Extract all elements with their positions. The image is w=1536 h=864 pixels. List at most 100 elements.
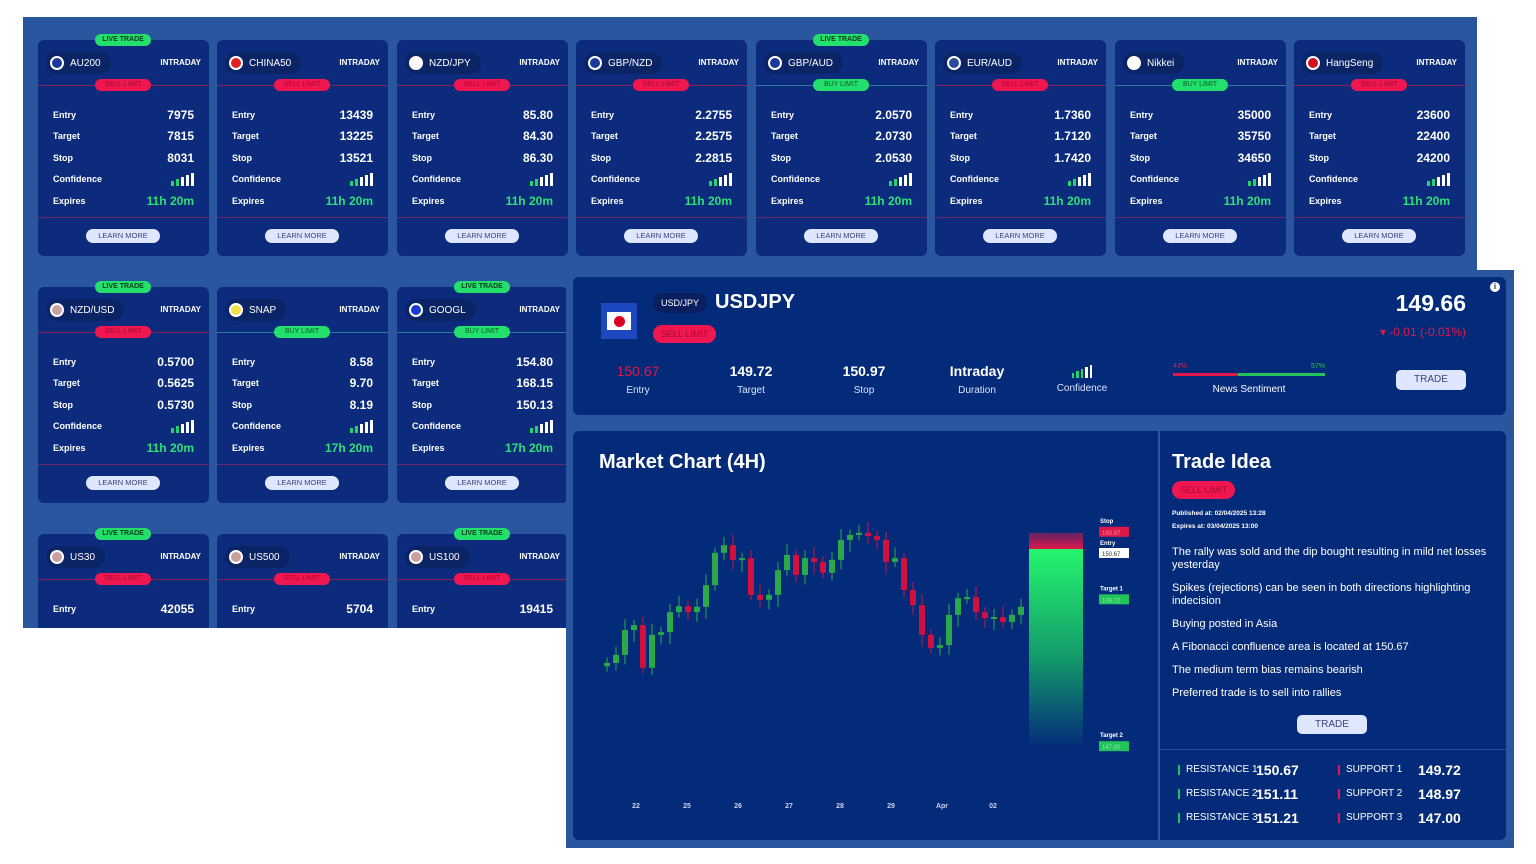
order-type-badge: SELL LIMIT xyxy=(1351,79,1407,91)
trade-card[interactable]: Nikkei INTRADAY BUY LIMIT Entry 35000 Targ… xyxy=(1115,40,1286,256)
candle-body xyxy=(955,598,961,615)
duration: INTRADAY xyxy=(339,58,380,67)
learn-more-button[interactable]: LEARN MORE xyxy=(445,476,519,490)
resistance-level: RESISTANCE 2 151.11 xyxy=(1178,786,1298,802)
x-tick-label: 27 xyxy=(785,803,793,810)
candle-body xyxy=(937,645,943,648)
confidence-row: Confidence xyxy=(591,169,732,191)
symbol-chip: Nikkei xyxy=(1123,52,1185,74)
trade-card[interactable]: CHINA50 INTRADAY SELL LIMIT Entry 13439 Ta… xyxy=(217,40,388,256)
stop-row: Stop 13521 xyxy=(232,150,373,165)
entry-row: Entry 35000 xyxy=(1130,107,1271,122)
candle-body xyxy=(784,554,790,571)
candle-body xyxy=(928,634,934,648)
candle-body xyxy=(766,594,772,600)
confidence-bars-icon xyxy=(350,172,373,186)
candle-body xyxy=(613,654,619,663)
candle-body xyxy=(1009,614,1015,622)
bearish-pct: 43% xyxy=(1173,363,1188,370)
confidence-row: Confidence xyxy=(412,169,553,191)
trade-card[interactable]: NZD/JPY INTRADAY SELL LIMIT Entry 85.80 Ta… xyxy=(397,40,568,256)
candle-body xyxy=(1000,617,1006,622)
candle-body xyxy=(973,597,979,613)
learn-more-button[interactable]: LEARN MORE xyxy=(1342,229,1416,243)
expires-at: Expires at: 03/04/2025 13:00 xyxy=(1172,523,1259,530)
learn-more-button[interactable]: LEARN MORE xyxy=(86,476,160,490)
expires-row: Expires 11h 20m xyxy=(412,193,553,208)
level-label: Entry xyxy=(1100,541,1116,547)
symbol: HangSeng xyxy=(1326,57,1374,69)
learn-more-button[interactable]: LEARN MORE xyxy=(445,229,519,243)
learn-more-button[interactable]: LEARN MORE xyxy=(624,229,698,243)
au-flag-icon xyxy=(768,56,782,70)
duration: INTRADAY xyxy=(160,552,201,561)
expires-row: Expires 11h 20m xyxy=(53,193,194,208)
duration: INTRADAY xyxy=(339,305,380,314)
idea-point: The rally was sold and the dip bought re… xyxy=(1172,546,1487,571)
symbol: NZD/USD xyxy=(70,304,115,316)
trade-card[interactable]: LIVE TRADE NZD/USD INTRADAY SELL LIMIT En… xyxy=(38,281,209,503)
candle-body xyxy=(838,539,844,560)
candle-body xyxy=(982,612,988,619)
duration: INTRADAY xyxy=(339,552,380,561)
trade-card[interactable]: US500 INTRADAY SELL LIMIT Entry 5704 xyxy=(217,534,388,628)
order-type-badge: SELL LIMIT xyxy=(95,79,151,91)
symbol: US500 xyxy=(249,551,280,563)
info-icon[interactable]: i xyxy=(1490,282,1500,292)
usdjpy-flag-icon xyxy=(601,303,637,339)
price-change: ▾ -0.01 (-0.01%) xyxy=(1379,325,1466,339)
trade-card[interactable]: LIVE TRADE AU200 INTRADAY SELL LIMIT Entr… xyxy=(38,34,209,256)
live-trade-badge: LIVE TRADE xyxy=(813,34,869,46)
level-tag xyxy=(1099,594,1129,605)
learn-more-button[interactable]: LEARN MORE xyxy=(1163,229,1237,243)
g-flag-icon xyxy=(409,303,423,317)
trade-card[interactable]: LIVE TRADE US100 INTRADAY SELL LIMIT Entr… xyxy=(397,528,568,628)
entry-row: Entry 5704 xyxy=(232,601,373,616)
trade-card[interactable]: EUR/AUD INTRADAY SELL LIMIT Entry 1.7360 T… xyxy=(935,40,1106,256)
symbol-chip: US500 xyxy=(225,546,290,568)
duration: INTRADAY xyxy=(1416,58,1457,67)
candle-body xyxy=(757,594,763,600)
trade-idea-panel: Trade Idea SELL LIMIT Published at: 02/0… xyxy=(1160,431,1506,840)
confidence-bars-icon xyxy=(1248,172,1271,186)
stat-entry: 150.67 Entry xyxy=(616,363,660,396)
trade-card[interactable]: LIVE TRADE GOOGL INTRADAY BUY LIMIT Entry… xyxy=(397,281,568,503)
trade-card[interactable]: HangSeng INTRADAY SELL LIMIT Entry 23600 T… xyxy=(1294,40,1465,256)
stat-target: 149.72 Target xyxy=(729,363,773,396)
order-type-badge: SELL LIMIT xyxy=(274,79,330,91)
confidence-row: Confidence xyxy=(771,169,912,191)
target-row: Target 35750 xyxy=(1130,129,1271,144)
target-row: Target 168.15 xyxy=(412,376,553,391)
learn-more-button[interactable]: LEARN MORE xyxy=(265,229,339,243)
learn-more-button[interactable]: LEARN MORE xyxy=(804,229,878,243)
confidence-row: Confidence xyxy=(1130,169,1271,191)
level-tag xyxy=(1099,741,1129,752)
duration: INTRADAY xyxy=(878,58,919,67)
candle-body xyxy=(667,612,673,633)
trade-card[interactable]: SNAP INTRADAY BUY LIMIT Entry 8.58 Target 9… xyxy=(217,287,388,503)
learn-more-button[interactable]: LEARN MORE xyxy=(86,229,160,243)
candle-body xyxy=(991,617,997,620)
symbol-chip: GOOGL xyxy=(405,299,476,321)
learn-more-button[interactable]: LEARN MORE xyxy=(983,229,1057,243)
divider xyxy=(1294,217,1465,218)
candle-body xyxy=(811,558,817,562)
live-trade-badge: LIVE TRADE xyxy=(95,528,151,540)
trade-card[interactable]: LIVE TRADE GBP/AUD INTRADAY BUY LIMIT Ent… xyxy=(756,34,927,256)
entry-row: Entry 0.5700 xyxy=(53,354,194,369)
learn-more-button[interactable]: LEARN MORE xyxy=(265,476,339,490)
candlestick-chart: Stop 150.97 Entry 150.67 Target 1 149.72 Targe… xyxy=(604,519,1129,810)
trade-card[interactable]: GBP/NZD INTRADAY SELL LIMIT Entry 2.2755 T… xyxy=(576,40,747,256)
duration: INTRADAY xyxy=(160,305,201,314)
current-price: 149.66 xyxy=(1395,290,1466,316)
symbol-chip: EUR/AUD xyxy=(943,52,1023,74)
duration: INTRADAY xyxy=(1237,58,1278,67)
trade-button[interactable]: TRADE xyxy=(1396,370,1466,390)
confidence-bars-icon xyxy=(530,172,553,186)
confidence-bars-icon xyxy=(1037,363,1127,378)
trade-card[interactable]: LIVE TRADE US30 INTRADAY SELL LIMIT Entry… xyxy=(38,528,209,628)
idea-trade-button[interactable]: TRADE xyxy=(1297,715,1367,734)
chart-title: Market Chart (4H) xyxy=(599,451,766,473)
target-row: Target 84.30 xyxy=(412,129,553,144)
target-row: Target 2.0730 xyxy=(771,129,912,144)
